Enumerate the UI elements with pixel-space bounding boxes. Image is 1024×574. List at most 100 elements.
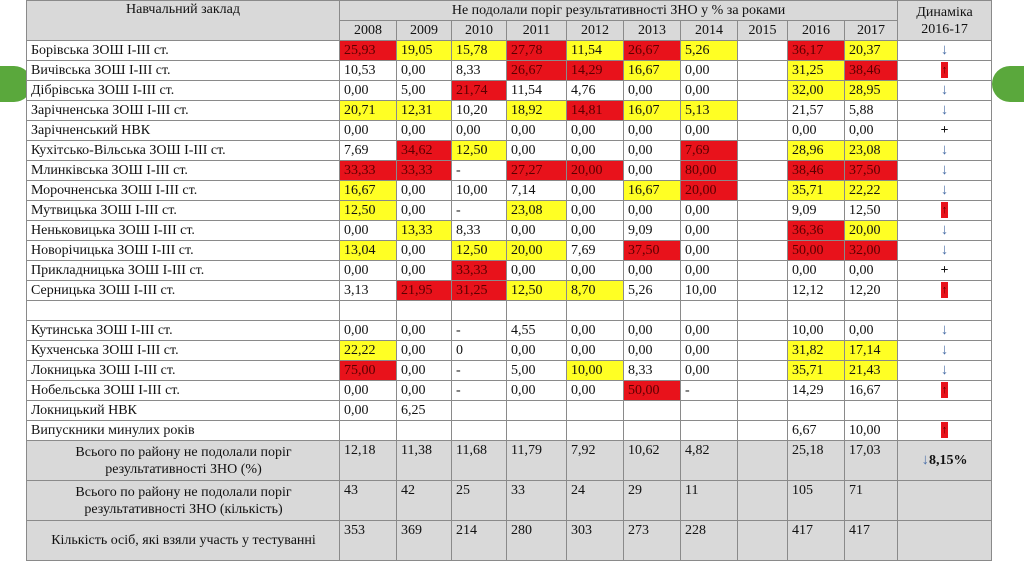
value-cell: - — [451, 200, 507, 221]
summary-value — [737, 440, 788, 481]
table-row: Випускники минулих років 6,67 10,00 ↑ — [26, 420, 993, 441]
year-header: 2009 — [396, 20, 452, 41]
arrow-down-icon: ↓ — [940, 182, 949, 198]
arrow-down-icon: ↓ — [940, 242, 949, 258]
value-cell — [737, 400, 788, 421]
value-cell: 0,00 — [506, 220, 567, 241]
value-cell: 0,00 — [566, 120, 624, 141]
dynamics-cell: ↓ — [897, 360, 993, 381]
table-row: Кухітсько-Вільська ЗОШ І-ІІІ ст. 7,69 34,6… — [26, 140, 993, 161]
value-cell: 0,00 — [623, 340, 681, 361]
summary-value — [737, 520, 788, 561]
value-cell — [737, 80, 788, 101]
value-cell: 0,00 — [396, 200, 452, 221]
value-cell: 19,05 — [396, 40, 452, 61]
summary-value: 214 — [451, 520, 507, 561]
value-cell: 9,09 — [787, 200, 845, 221]
value-cell: 12,20 — [843, 280, 899, 301]
dynamics-cell: ↑ — [897, 380, 993, 401]
institution-name: Нобельська ЗОШ І-ІІІ ст. — [26, 380, 340, 401]
value-cell: 8,33 — [623, 360, 681, 381]
summary-dynamics — [897, 520, 993, 561]
summary-value: 369 — [396, 520, 452, 561]
dynamics-cell: ↓ — [897, 220, 993, 241]
value-cell — [737, 200, 788, 221]
empty-cell — [623, 300, 681, 321]
dynamics-cell: ↑ — [897, 60, 993, 81]
value-cell: 22,22 — [339, 340, 397, 361]
value-cell: 0,00 — [623, 80, 681, 101]
value-cell: 12,50 — [843, 200, 899, 221]
institution-name: Випускники минулих років — [26, 420, 340, 441]
summary-value: 303 — [566, 520, 624, 561]
summary-row: Кількість осіб, які взяли участь у тесту… — [26, 520, 993, 561]
dynamics-header-line1: Динаміка — [916, 4, 973, 20]
institution-name: Зарічненська ЗОШ І-ІІІ ст. — [26, 100, 340, 121]
value-cell: 31,25 — [451, 280, 507, 301]
value-cell: 5,00 — [396, 80, 452, 101]
value-cell: 0,00 — [680, 60, 738, 81]
table-row: Локницька ЗОШ І-ІІІ ст. 75,00 0,00-5,00 10,… — [26, 360, 993, 381]
value-cell: 14,81 — [566, 100, 624, 121]
value-cell: 26,67 — [506, 60, 567, 81]
empty-cell — [566, 300, 624, 321]
year-header: 2016 — [787, 20, 845, 41]
table-row: Неньковицька ЗОШ І-ІІІ ст. 0,00 13,33 8,33 0… — [26, 220, 993, 241]
value-cell: 0 — [451, 340, 507, 361]
value-cell: 10,00 — [566, 360, 624, 381]
summary-value: 12,18 — [339, 440, 397, 481]
value-cell: 21,74 — [451, 80, 507, 101]
value-cell: 0,00 — [451, 120, 507, 141]
value-cell: 8,33 — [451, 220, 507, 241]
value-cell — [737, 160, 788, 181]
summary-value: 4,82 — [680, 440, 738, 481]
value-cell: 4,55 — [506, 320, 567, 341]
dynamics-cell — [897, 400, 993, 421]
value-cell: 0,00 — [506, 260, 567, 281]
value-cell: 35,71 — [787, 360, 845, 381]
summary-value: 33 — [506, 480, 567, 521]
header-row-years: 2008 2009 2010 2011 2012 2013 2014 2015 2016 2017 — [27, 20, 992, 41]
value-cell: 0,00 — [566, 380, 624, 401]
value-cell: 25,93 — [339, 40, 397, 61]
value-cell — [680, 400, 738, 421]
value-cell: 10,00 — [843, 420, 899, 441]
summary-value: 24 — [566, 480, 624, 521]
value-cell: 0,00 — [843, 120, 899, 141]
table-row: Мутвицька ЗОШ І-ІІІ ст. 12,50 0,00-23,08 0,… — [26, 200, 993, 221]
value-cell: 7,69 — [339, 140, 397, 161]
summary-value: 42 — [396, 480, 452, 521]
value-cell: 0,00 — [339, 80, 397, 101]
summary-value: 25 — [451, 480, 507, 521]
value-cell: 37,50 — [623, 240, 681, 261]
value-cell — [623, 420, 681, 441]
value-cell — [566, 400, 624, 421]
arrow-down-icon: ↓ — [940, 142, 949, 158]
summary-value: 353 — [339, 520, 397, 561]
table-row: Новорічицька ЗОШ І-ІІІ ст. 13,04 0,00 12,50… — [26, 240, 993, 261]
value-cell: - — [451, 380, 507, 401]
value-cell: 34,62 — [396, 140, 452, 161]
value-cell: 33,33 — [451, 260, 507, 281]
value-cell: 0,00 — [680, 220, 738, 241]
value-cell: 80,00 — [680, 160, 738, 181]
summary-value: 11 — [680, 480, 738, 521]
value-cell — [737, 140, 788, 161]
arrow-down-icon: ↓ — [940, 342, 949, 358]
institution-name: Кухченська ЗОШ І-ІІІ ст. — [26, 340, 340, 361]
arrow-down-icon: ↓ — [921, 452, 930, 468]
value-cell — [737, 180, 788, 201]
value-cell: 0,00 — [396, 120, 452, 141]
value-cell: 0,00 — [680, 120, 738, 141]
value-cell — [623, 400, 681, 421]
dynamics-cell: ↓ — [897, 160, 993, 181]
value-cell: 10,20 — [451, 100, 507, 121]
summary-value: 10,62 — [623, 440, 681, 481]
value-cell: 7,14 — [506, 180, 567, 201]
dynamics-cell: ↓ — [897, 320, 993, 341]
value-cell: 32,00 — [843, 240, 899, 261]
value-cell: 10,00 — [451, 180, 507, 201]
value-cell: 0,00 — [787, 120, 845, 141]
value-cell: 16,67 — [623, 180, 681, 201]
slide-page: Навчальний заклад Не подолали поріг резу… — [26, 0, 993, 574]
